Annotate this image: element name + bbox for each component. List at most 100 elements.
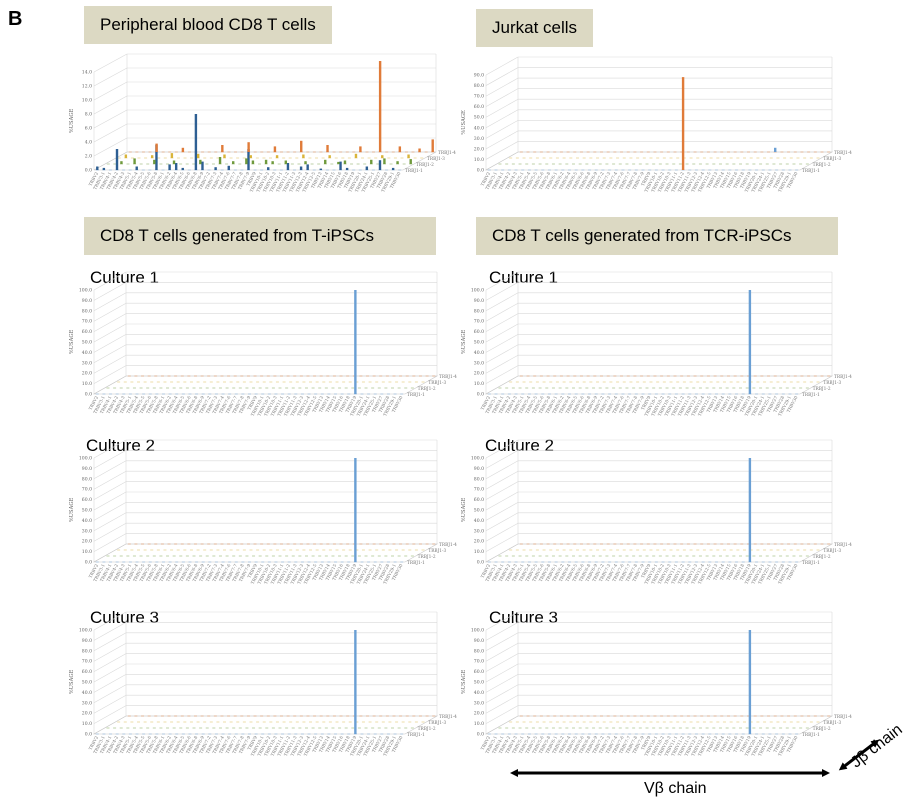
gridline-side [485,491,519,511]
bar [247,149,250,170]
y-tick-label: 0.0 [477,560,484,566]
gridline-side [485,88,519,107]
gridline-side [93,663,127,683]
x-tick-label: TRBV2 [89,171,101,187]
bar [227,165,230,170]
gridline-side [93,622,127,641]
z-tick-label: TRBJ1-1 [802,393,820,398]
y-tick-label: 80.0 [474,476,484,482]
gridline-side [485,674,519,693]
y-tick-label: 0.0 [85,560,92,566]
x-tick-label: TRBV9 [641,395,653,411]
z-tick-label: TRBJ1-1 [405,169,423,174]
gridline-side [485,77,519,97]
bar [345,167,349,170]
y-tick-label: 14.0 [82,70,92,76]
y-tick-label: 70.0 [82,659,92,665]
gridline-side [485,622,519,641]
bar [267,167,270,170]
gridline-side [93,653,127,672]
bar [155,144,158,170]
y-axis-label: %USAGE [69,330,75,355]
y-tick-label: 0.0 [477,392,484,398]
y-tick-label: 0.0 [477,168,484,174]
y-tick-label: 50.0 [474,508,484,514]
x-tick-label: TRBV2 [89,395,101,411]
y-tick-label: 80.0 [82,648,92,654]
floor [484,715,834,735]
bar [96,166,99,170]
y-axis-label: %USAGE [69,109,75,134]
y-tick-label: 20.0 [82,371,92,377]
chart-t1: 0.0 10.0 20.0 30.0 40.0 50.0 60.0 70.0 80.0 90.0 1… [69,271,457,417]
y-tick-label: 30.0 [82,528,92,534]
bar [168,164,171,170]
title-peripheral-blood: Peripheral blood CD8 T cells [84,6,332,44]
y-tick-label: 60.0 [474,497,484,503]
gridline-side [93,81,128,101]
y-tick-label: 90.0 [82,298,92,304]
bar [748,290,752,394]
gridline-side [93,512,127,532]
bar [249,155,252,158]
y-tick-label: 50.0 [82,340,92,346]
bar [232,161,235,164]
y-axis-label: %USAGE [461,330,467,355]
bar [774,147,777,152]
z-tick-label: TRBJ1-1 [802,733,820,738]
gridline-side [93,481,127,500]
y-tick-label: 60.0 [82,497,92,503]
y-tick-label: 90.0 [474,638,484,644]
y-tick-label: 90.0 [474,73,484,79]
y-tick-label: 6.0 [85,126,92,132]
y-tick-label: 90.0 [474,298,484,304]
y-axis-label: %USAGE [461,498,467,523]
y-tick-label: 30.0 [474,700,484,706]
y-tick-label: 60.0 [82,329,92,335]
z-tick-label: TRBJ1-1 [407,393,425,398]
y-tick-label: 100.0 [471,288,484,294]
gridline-side [485,632,519,652]
x-tick-label: TRBV9 [246,171,258,187]
gridline-side [485,365,519,384]
z-tick-label: TRBJ1-4 [438,151,456,156]
gridline-side [485,512,519,532]
y-tick-label: 60.0 [82,669,92,675]
gridline-side [93,354,127,374]
bar [354,153,358,158]
x-tick-label: TRBV9 [641,171,653,187]
bar [196,153,200,158]
gridline-side [485,450,519,469]
y-tick-label: 10.0 [474,157,484,163]
gridline-side [93,313,127,332]
y-tick-label: 70.0 [474,487,484,493]
y-tick-label: 80.0 [82,476,92,482]
bar [218,157,222,164]
floor [484,375,834,395]
bar [354,458,357,562]
x-tick-label: TRBV2 [481,171,493,187]
gridline-side [485,354,519,374]
x-tick-label: TRBV2 [89,735,101,751]
gridline-side [93,95,128,115]
bar [299,166,303,170]
chart-t2: 0.0 10.0 20.0 30.0 40.0 50.0 60.0 70.0 80.0 90.0 1… [69,439,457,585]
z-tick-label: TRBJ1-3 [427,157,445,162]
z-tick-label: TRBJ1-2 [813,727,831,732]
y-tick-label: 40.0 [474,518,484,524]
gridline-side [93,323,127,343]
bar [381,155,384,158]
gridline-side [93,705,127,724]
bar [391,167,395,170]
gridline-side [485,302,519,322]
gridline-side [93,470,127,490]
y-tick-label: 10.0 [82,98,92,104]
y-tick-label: 60.0 [474,329,484,335]
bar [378,160,382,170]
bar [300,140,303,152]
bar [245,158,248,164]
y-tick-label: 40.0 [474,350,484,356]
floor [92,715,439,735]
y-tick-label: 10.0 [474,721,484,727]
